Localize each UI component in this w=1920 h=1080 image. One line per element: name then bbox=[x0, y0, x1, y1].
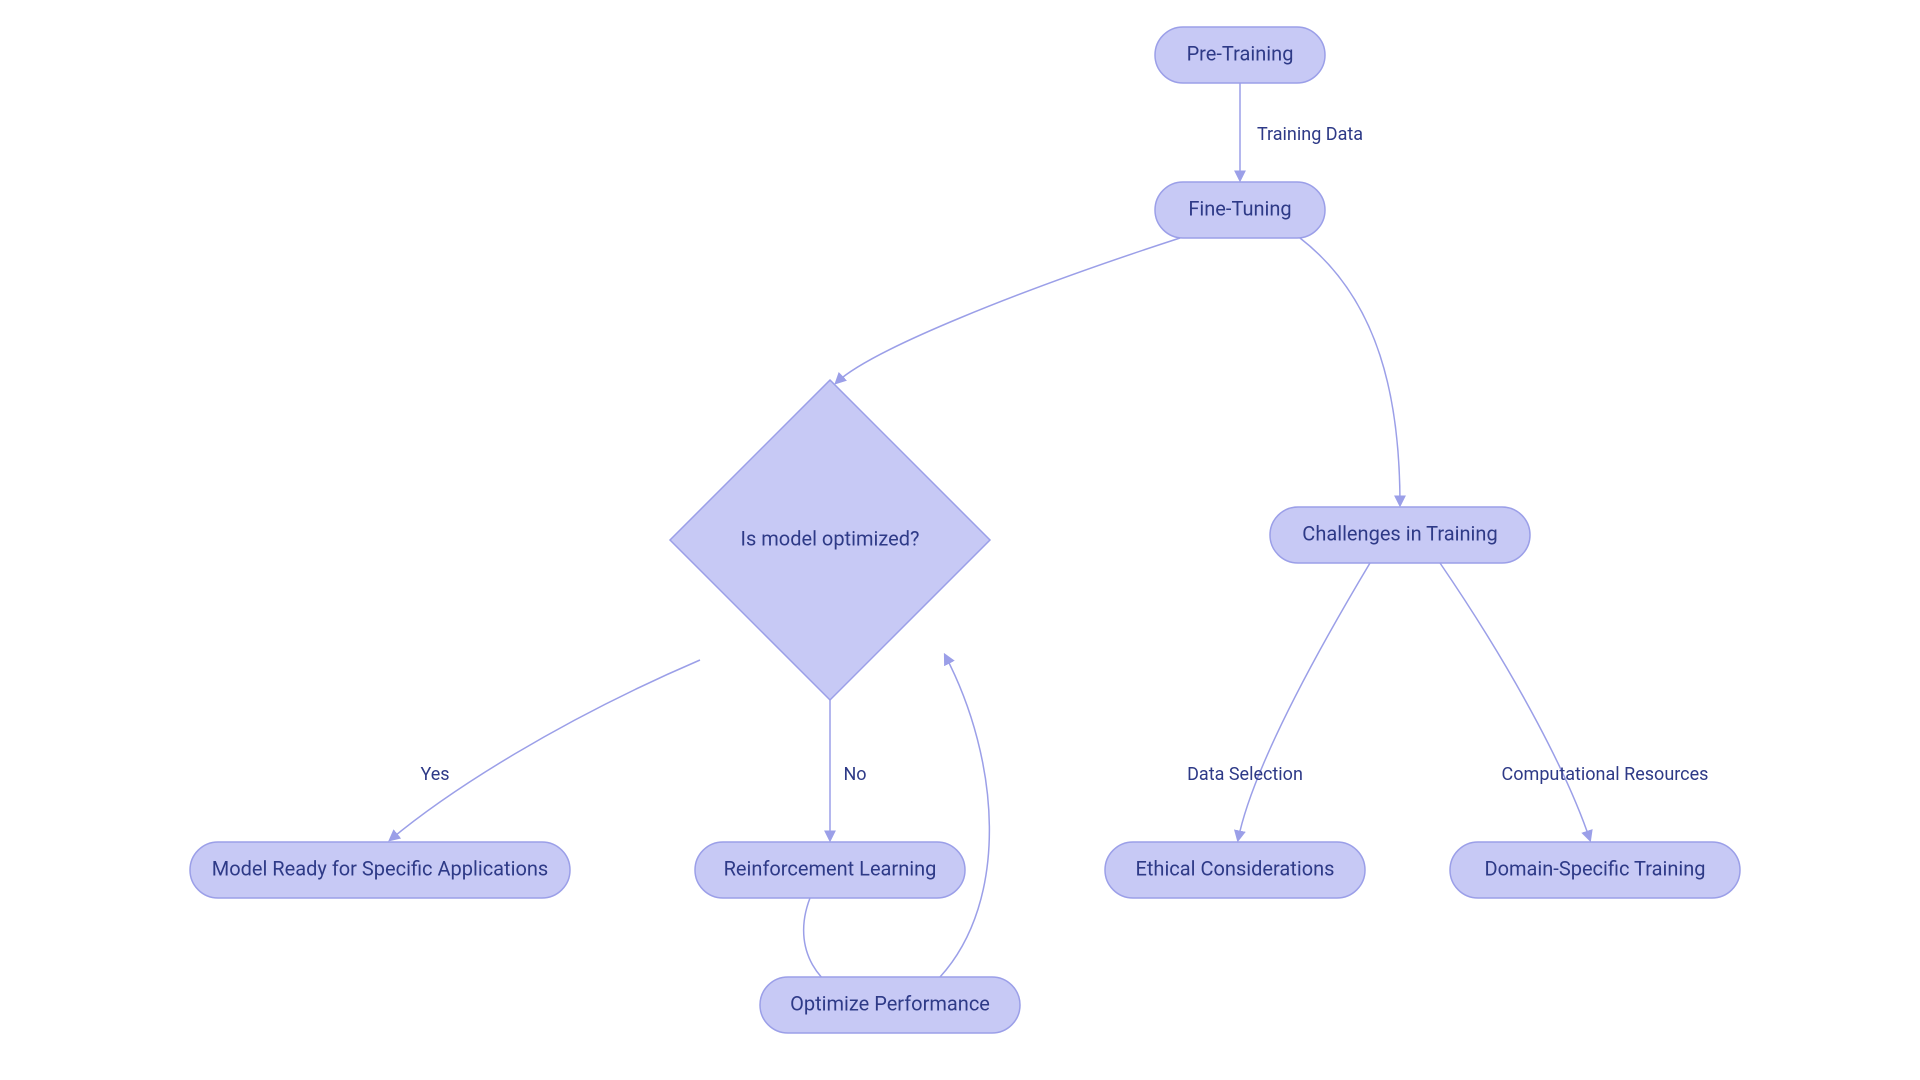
node-decision: Is model optimized? bbox=[670, 380, 990, 700]
edge-decision-ready bbox=[390, 660, 700, 840]
node-ready: Model Ready for Specific Applications bbox=[190, 842, 570, 898]
flowchart-canvas: Training Data Yes No Data Selection Computat… bbox=[0, 0, 1920, 1080]
node-label-challenges: Challenges in Training bbox=[1302, 521, 1497, 545]
edge-challenges-ethics bbox=[1238, 563, 1370, 840]
node-challenges: Challenges in Training bbox=[1270, 507, 1530, 563]
node-label-domain: Domain-Specific Training bbox=[1484, 856, 1705, 880]
node-label-optimize: Optimize Performance bbox=[790, 991, 990, 1015]
edge-label-challenges-domain: Computational Resources bbox=[1502, 764, 1709, 785]
node-label-finetuning: Fine-Tuning bbox=[1188, 196, 1291, 220]
node-label-ethics: Ethical Considerations bbox=[1136, 856, 1335, 880]
node-finetuning: Fine-Tuning bbox=[1155, 182, 1325, 238]
node-label-rl: Reinforcement Learning bbox=[724, 856, 937, 880]
node-rl: Reinforcement Learning bbox=[695, 842, 965, 898]
node-pretraining: Pre-Training bbox=[1155, 27, 1325, 83]
edge-label-decision-ready: Yes bbox=[420, 764, 449, 785]
edge-optimize-decision bbox=[940, 655, 989, 977]
edge-finetuning-decision bbox=[836, 238, 1180, 383]
node-label-ready: Model Ready for Specific Applications bbox=[212, 856, 549, 880]
edge-challenges-domain bbox=[1440, 563, 1590, 840]
edge-label-challenges-ethics: Data Selection bbox=[1187, 764, 1303, 785]
node-label-pretraining: Pre-Training bbox=[1187, 41, 1294, 65]
edge-label-decision-rl: No bbox=[843, 764, 866, 785]
edge-label-pretraining-finetuning: Training Data bbox=[1257, 124, 1363, 145]
node-label-decision: Is model optimized? bbox=[741, 526, 920, 550]
node-ethics: Ethical Considerations bbox=[1105, 842, 1365, 898]
node-domain: Domain-Specific Training bbox=[1450, 842, 1740, 898]
nodes-layer: Pre-Training Fine-Tuning Is model optimize… bbox=[190, 27, 1740, 1033]
node-optimize: Optimize Performance bbox=[760, 977, 1020, 1033]
edge-finetuning-challenges bbox=[1300, 238, 1400, 505]
